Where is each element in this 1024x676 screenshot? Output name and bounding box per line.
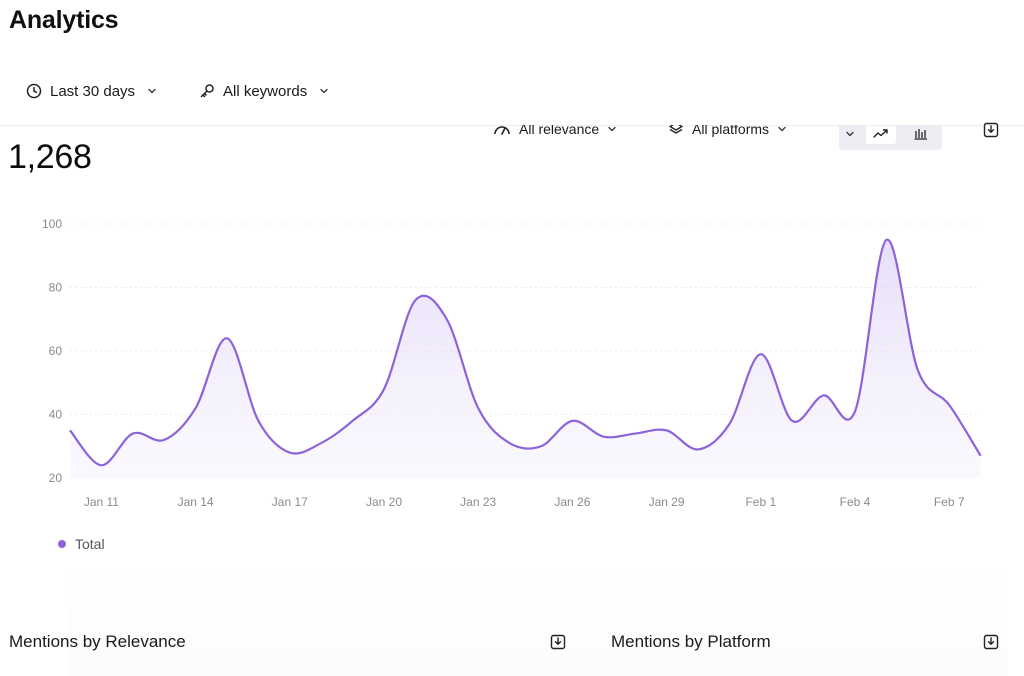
relevance-label: All relevance <box>519 121 600 137</box>
platforms-label: All platforms <box>692 121 770 137</box>
chevron-down-icon <box>608 126 616 132</box>
legend-label-total: Total <box>75 536 105 552</box>
download-chart-button[interactable] <box>983 122 999 138</box>
chevron-down-icon <box>148 88 156 94</box>
chevron-down-icon <box>846 131 854 137</box>
chart-type-toggle <box>839 126 942 150</box>
bar-chart-toggle[interactable] <box>906 126 936 144</box>
mentions-by-platform-title: Mentions by Platform <box>611 632 771 651</box>
x-tick-label: Jan 23 <box>460 495 496 509</box>
chevron-down-icon <box>320 88 328 94</box>
x-tick-label: Jan 20 <box>366 495 402 509</box>
x-tick-label: Feb 1 <box>745 495 776 509</box>
download-platform-button[interactable] <box>983 634 999 650</box>
x-tick-label: Jan 11 <box>84 495 119 509</box>
x-tick-label: Jan 26 <box>554 495 590 509</box>
relevance-filter[interactable]: All relevance <box>493 121 617 138</box>
x-tick-label: Feb 7 <box>934 495 965 509</box>
download-relevance-button[interactable] <box>550 634 566 650</box>
chart-legend: Total <box>58 536 105 552</box>
y-tick-label: 80 <box>49 281 63 295</box>
mentions-area-chart: 20 40 60 80 100 Jan 11 Jan 14 Jan 17 Jan 20 Jan … <box>42 217 982 509</box>
x-tick-label: Jan 14 <box>178 495 214 509</box>
chart-options-dropdown[interactable] <box>839 126 861 144</box>
mentions-by-relevance-title: Mentions by Relevance <box>9 632 186 651</box>
y-tick-label: 60 <box>49 344 63 358</box>
y-tick-label: 40 <box>49 408 63 422</box>
keywords-filter[interactable]: All keywords <box>199 80 329 102</box>
download-icon <box>983 634 999 650</box>
layers-icon <box>669 125 683 134</box>
download-icon <box>550 634 566 650</box>
key-icon <box>200 84 214 98</box>
date-range-label: Last 30 days <box>50 82 136 100</box>
y-tick-label: 20 <box>49 471 63 485</box>
bar-chart-icon <box>914 129 927 140</box>
line-chart-toggle[interactable] <box>866 126 896 144</box>
keywords-label: All keywords <box>223 82 308 100</box>
download-icon <box>983 122 999 138</box>
clock-icon <box>26 83 42 99</box>
legend-swatch-total <box>58 540 66 548</box>
chevron-down-icon <box>778 126 786 132</box>
date-range-filter[interactable]: Last 30 days <box>26 80 157 102</box>
y-tick-label: 100 <box>42 217 62 231</box>
page-title: Analytics <box>9 6 119 34</box>
sections-background <box>68 565 1008 676</box>
x-tick-label: Jan 29 <box>649 495 685 509</box>
platforms-filter[interactable]: All platforms <box>668 121 787 138</box>
gauge-icon <box>494 126 510 135</box>
x-tick-label: Jan 17 <box>272 495 308 509</box>
x-tick-label: Feb 4 <box>840 495 871 509</box>
total-mentions-count: 1,268 <box>8 138 92 176</box>
filter-bar-divider <box>0 125 1024 126</box>
line-chart-icon <box>873 129 888 138</box>
area-fill <box>70 239 981 478</box>
series-line-total <box>69 238 982 467</box>
